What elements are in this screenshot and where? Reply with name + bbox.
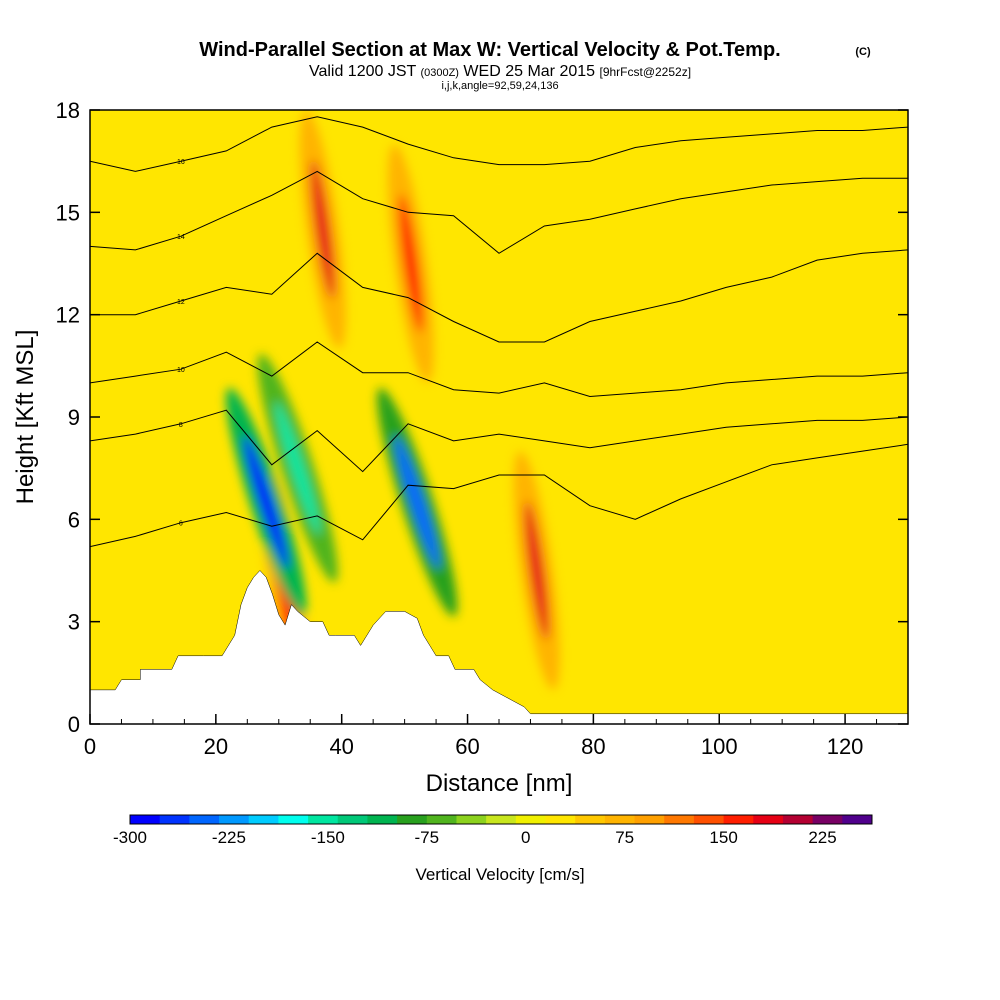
colorbar-swatch <box>723 815 754 824</box>
colorbar-swatch <box>753 815 784 824</box>
colorbar-tick-label: 225 <box>808 828 836 847</box>
theta-contour-label: 8 <box>179 422 183 429</box>
valid-prefix: Valid 1200 JST <box>309 63 417 80</box>
x-tick-label: 20 <box>204 734 228 759</box>
indices-line: i,j,k,angle=92,59,24,136 <box>441 80 558 92</box>
updraft-core <box>398 194 423 333</box>
theta-contour-line <box>90 249 908 343</box>
colorbar-swatch <box>634 815 665 824</box>
colorbar-swatch <box>426 815 457 824</box>
colorbar-swatch <box>486 815 517 824</box>
colorbar-swatch <box>130 815 161 824</box>
theta-contour-line <box>90 170 908 254</box>
updraft-core <box>524 501 549 640</box>
downdraft-core <box>394 435 440 569</box>
colorbar-swatch <box>397 815 428 824</box>
y-tick-label: 0 <box>68 712 80 737</box>
colorbar: -300 -225 -150 -75 0 75 150 225 <box>113 814 873 847</box>
downdraft-core <box>275 401 321 535</box>
colorbar-swatch <box>189 815 220 824</box>
colorbar-swatch <box>159 815 190 824</box>
colorbar-swatch <box>456 815 487 824</box>
valid-time-line: Valid 1200 JST (0300Z) WED 25 Mar 2015 [… <box>309 63 691 80</box>
colorbar-swatch <box>248 815 279 824</box>
theta-contour-line <box>90 341 908 398</box>
x-tick-label: 100 <box>701 734 738 759</box>
theta-contour-line <box>90 116 908 172</box>
velocity-field <box>226 110 560 707</box>
y-tick-label: 3 <box>68 610 80 635</box>
theta-contour-label: 14 <box>177 234 185 241</box>
theta-contour-line <box>90 443 908 548</box>
y-tick-label: 9 <box>68 405 80 430</box>
theta-contour-label: 12 <box>177 299 185 306</box>
x-tick-label: 80 <box>581 734 605 759</box>
colorbar-swatch <box>693 815 725 824</box>
valid-utc: (0300Z) <box>420 67 459 79</box>
colorbar-tick-label: -300 <box>113 828 147 847</box>
theta-contour-label: 10 <box>177 367 185 374</box>
colorbar-swatch <box>278 815 309 824</box>
x-tick-label: 60 <box>455 734 479 759</box>
x-tick-label: 0 <box>84 734 96 759</box>
colorbar-swatch <box>545 815 576 824</box>
terrain <box>90 570 908 724</box>
colorbar-swatch <box>812 815 843 824</box>
colorbar-swatch <box>337 815 368 824</box>
x-tick-label: 40 <box>329 734 353 759</box>
plot-background <box>90 110 908 724</box>
colorbar-swatch <box>219 815 250 824</box>
colorbar-frame <box>129 814 873 825</box>
colorbar-swatch <box>367 815 398 824</box>
theta-contours: 16 14 12 10 8 6 <box>90 116 908 548</box>
y-axis-label: Height [Kft MSL] <box>12 330 39 505</box>
copyright-mark: (C) <box>855 46 871 58</box>
forecast-info: [9hrFcst@2252z] <box>599 65 691 79</box>
updraft-core <box>310 160 335 299</box>
colorbar-tick-label: 150 <box>709 828 737 847</box>
y-tick-label: 12 <box>56 303 80 328</box>
colorbar-tick-label: -150 <box>311 828 345 847</box>
x-axis-label: Distance [nm] <box>426 770 573 797</box>
chart-title: Wind-Parallel Section at Max W: Vertical… <box>199 39 780 61</box>
y-tick-label: 15 <box>56 200 80 225</box>
colorbar-tick-label: 75 <box>615 828 634 847</box>
theta-contour-label: 16 <box>177 159 185 166</box>
colorbar-tick-label: 0 <box>521 828 530 847</box>
x-tick-label: 120 <box>827 734 864 759</box>
colorbar-swatch <box>515 815 547 824</box>
valid-date: WED 25 Mar 2015 <box>463 63 595 80</box>
colorbar-tick-label: -225 <box>212 828 246 847</box>
colorbar-swatch <box>575 815 606 824</box>
colorbar-swatch <box>604 815 636 824</box>
colorbar-title: Vertical Velocity [cm/s] <box>415 865 584 884</box>
theta-contour-line <box>90 409 908 473</box>
axes: 0 20 40 60 80 100 120 0 3 6 9 12 15 18 <box>56 98 909 759</box>
y-tick-label: 18 <box>56 98 80 123</box>
colorbar-swatch <box>782 815 814 824</box>
plot-area: 16 14 12 10 8 6 <box>90 110 908 724</box>
colorbar-swatch <box>664 815 695 824</box>
theta-contour-label: 6 <box>179 521 183 528</box>
colorbar-tick-label: -75 <box>415 828 440 847</box>
colorbar-swatch <box>842 815 873 824</box>
colorbar-swatch <box>308 815 339 824</box>
y-tick-label: 6 <box>68 507 80 532</box>
downdraft-core <box>243 435 289 569</box>
